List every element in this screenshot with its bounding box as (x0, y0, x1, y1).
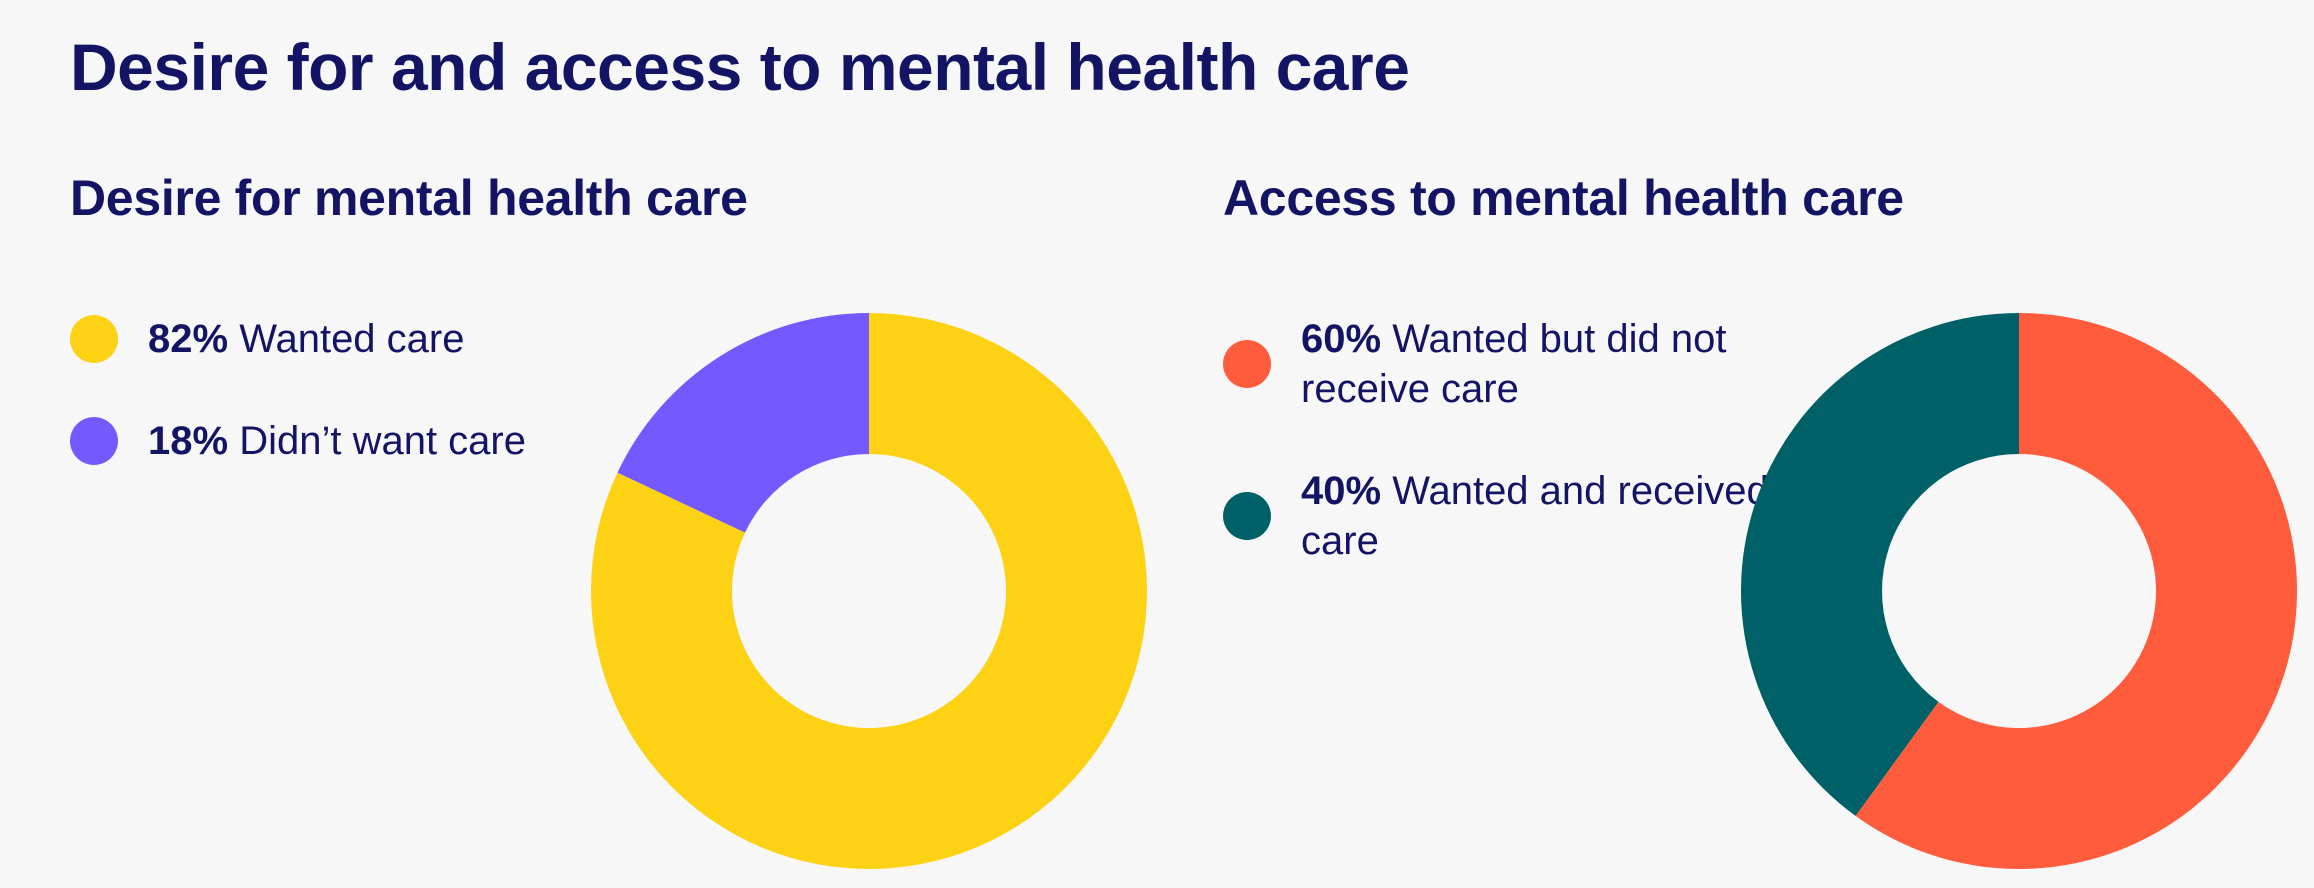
donut-chart (1741, 313, 2297, 869)
chart-legend: 82% Wanted care 18% Didn’t want care (70, 314, 526, 518)
donut-slice (1741, 313, 2019, 816)
legend-label: Wanted care (239, 317, 465, 361)
legend-item: 40% Wanted and received care (1223, 466, 1771, 566)
legend-label: Wanted and received care (1301, 469, 1769, 563)
chart-legend: 60% Wanted but did not receive care 40% … (1223, 314, 1771, 618)
donut-slice (1855, 313, 2297, 869)
legend-label: Didn’t want care (239, 419, 526, 463)
page-title: Desire for and access to mental health c… (70, 30, 1410, 104)
legend-label: Wanted but did not receive care (1301, 317, 1727, 411)
legend-swatch-circle (1223, 340, 1271, 388)
legend-percentage: 60% (1301, 317, 1382, 361)
donut-chart (591, 313, 1147, 869)
access-chart-panel: Access to mental health care 60% Wanted … (1157, 0, 2314, 888)
legend-percentage: 18% (148, 419, 229, 463)
desire-chart-panel: Desire for mental health care 82% Wanted… (70, 170, 1147, 869)
chart-title: Desire for mental health care (70, 170, 748, 226)
legend-swatch-circle (70, 417, 118, 465)
legend-item: 18% Didn’t want care (70, 416, 526, 466)
legend-percentage: 40% (1301, 469, 1382, 513)
legend-item: 82% Wanted care (70, 314, 526, 364)
chart-title: Access to mental health care (1223, 170, 1904, 226)
legend-swatch-circle (70, 315, 118, 363)
donut-slice (617, 313, 869, 533)
legend-percentage: 82% (148, 317, 229, 361)
donut-slice (591, 313, 1147, 869)
legend-item: 60% Wanted but did not receive care (1223, 314, 1771, 414)
legend-swatch-circle (1223, 492, 1271, 540)
